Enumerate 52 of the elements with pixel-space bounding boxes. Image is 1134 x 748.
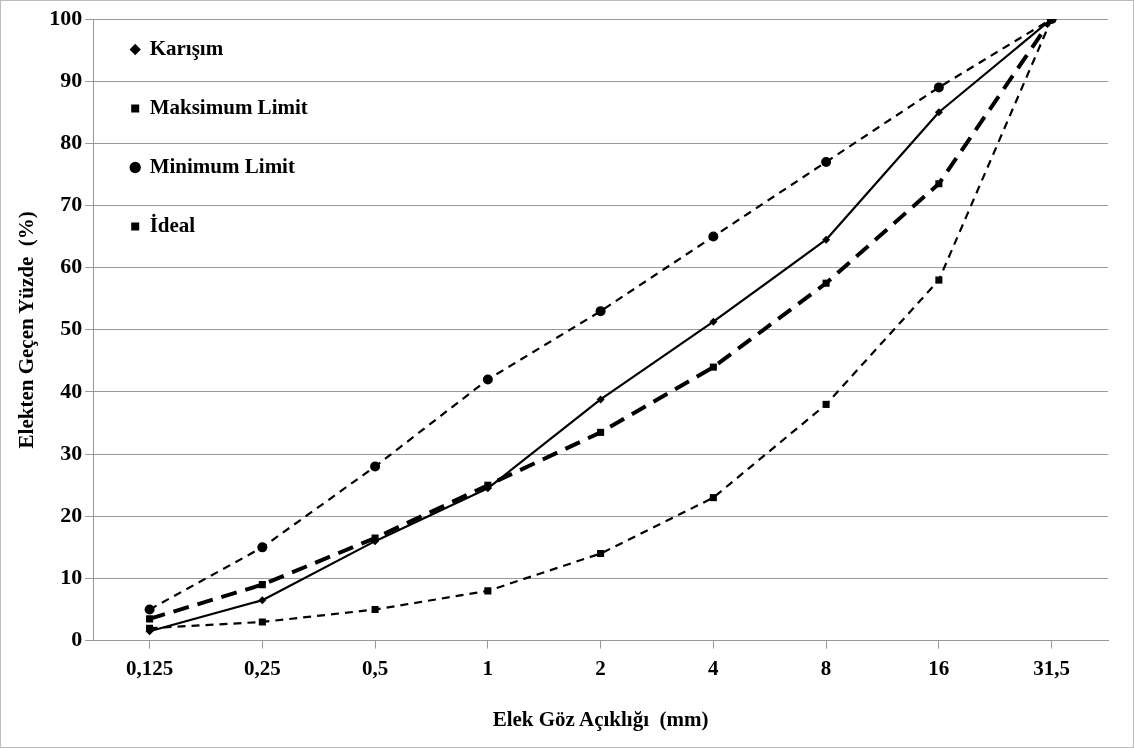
x-tick-label: 8 — [820, 655, 832, 680]
y-tick-label: 70 — [60, 191, 83, 217]
x-tick-label: 2 — [595, 655, 606, 680]
x-tick-label: 31,5 — [1033, 655, 1070, 680]
point — [484, 587, 492, 595]
legend-label: Maksimum Limit — [149, 94, 308, 119]
point — [144, 604, 155, 615]
point — [258, 618, 266, 626]
legend-label: Minimum Limit — [149, 153, 295, 178]
legend-label: Karışım — [149, 35, 224, 60]
y-axis-title: Elekten Geçen Yüzde (%) — [14, 211, 39, 449]
point — [257, 542, 268, 553]
point — [596, 395, 605, 404]
point — [709, 363, 717, 371]
y-tick-label: 100 — [49, 4, 83, 30]
y-tick-label: 60 — [60, 253, 83, 279]
x-tick-label: 4 — [708, 655, 720, 680]
point — [933, 82, 944, 93]
point — [935, 276, 943, 284]
point — [597, 428, 605, 436]
y-tick-label: 90 — [60, 66, 83, 92]
point — [822, 279, 830, 287]
point — [709, 494, 717, 502]
legend-label: İdeal — [149, 212, 196, 237]
point — [822, 235, 831, 244]
point — [822, 400, 830, 408]
y-tick-label: 50 — [60, 315, 83, 341]
x-tick-label: 1 — [482, 655, 494, 680]
point — [371, 605, 379, 614]
y-tick-label: 0 — [71, 626, 83, 652]
point — [146, 615, 154, 623]
point — [370, 461, 381, 472]
point — [482, 374, 493, 385]
x-axis-title: Elek Göz Açıklığı (mm) — [492, 706, 709, 731]
point — [821, 156, 832, 167]
x-tick-label: 0,25 — [243, 655, 281, 680]
point — [708, 231, 719, 242]
point — [597, 550, 605, 558]
point — [258, 581, 266, 589]
x-tick-label: 16 — [928, 655, 950, 680]
point — [258, 596, 267, 605]
y-tick-label: 20 — [60, 501, 83, 527]
x-tick-label: 0,125 — [125, 655, 174, 680]
point — [709, 317, 718, 326]
y-tick-label: 30 — [60, 439, 83, 465]
y-tick-label: 80 — [60, 129, 83, 155]
y-tick-label: 10 — [60, 564, 83, 590]
x-tick-label: 0,5 — [361, 655, 389, 680]
point — [934, 108, 943, 117]
y-tick-label: 40 — [60, 377, 83, 403]
point — [935, 180, 943, 188]
point — [595, 306, 606, 317]
